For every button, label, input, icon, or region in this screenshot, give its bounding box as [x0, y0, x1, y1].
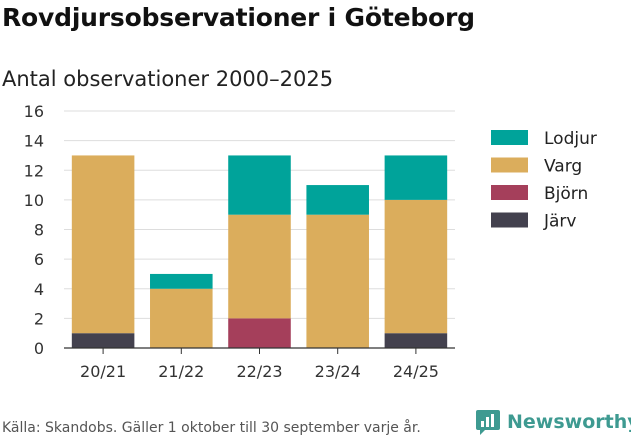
legend-swatch-björn: [491, 185, 528, 200]
legend-swatch-lodjur: [491, 130, 528, 145]
y-tick-label: 8: [34, 221, 44, 240]
legend-swatch-järv: [491, 212, 528, 228]
newsworthy-logo-icon: [476, 410, 500, 435]
legend-label-björn: Björn: [544, 184, 588, 204]
y-tick-label: 2: [34, 309, 44, 328]
bar-varg: [228, 214, 291, 319]
bar-varg: [384, 199, 448, 334]
y-tick-label: 16: [24, 102, 44, 121]
legend-label-varg: Varg: [544, 157, 582, 177]
bar-lodjur: [384, 155, 448, 200]
brand-name: Newsworthy: [507, 411, 631, 433]
legend-swatch-varg: [491, 157, 528, 173]
bar-björn: [228, 318, 291, 348]
chart-subtitle: Antal observationer 2000–2025: [2, 67, 334, 91]
x-tick-label: 20/21: [80, 362, 126, 381]
y-tick-label: 10: [24, 191, 44, 210]
legend-label-lodjur: Lodjur: [544, 129, 597, 149]
bar-varg: [150, 288, 213, 348]
bar-varg: [306, 214, 369, 348]
bar-järv: [71, 333, 135, 348]
x-tick-label: 22/23: [236, 362, 282, 381]
y-tick-label: 6: [34, 250, 44, 269]
y-tick-label: 14: [24, 132, 44, 151]
y-tick-label: 0: [34, 339, 44, 358]
x-tick-label: 24/25: [393, 362, 439, 381]
chart-title: Rovdjursobservationer i Göteborg: [2, 3, 475, 32]
y-tick-label: 12: [24, 161, 44, 180]
legend-label-järv: Järv: [543, 212, 576, 232]
bar-lodjur: [228, 155, 291, 215]
brand-logo: Newsworthy: [475, 408, 631, 436]
bar-lodjur: [150, 273, 213, 289]
bar-järv: [384, 333, 448, 348]
x-tick-label: 21/22: [158, 362, 204, 381]
bar-varg: [71, 155, 135, 334]
y-tick-label: 4: [34, 280, 44, 299]
x-tick-label: 23/24: [315, 362, 361, 381]
source-note: Källa: Skandobs. Gäller 1 oktober till 3…: [2, 420, 421, 436]
bar-lodjur: [306, 185, 369, 215]
